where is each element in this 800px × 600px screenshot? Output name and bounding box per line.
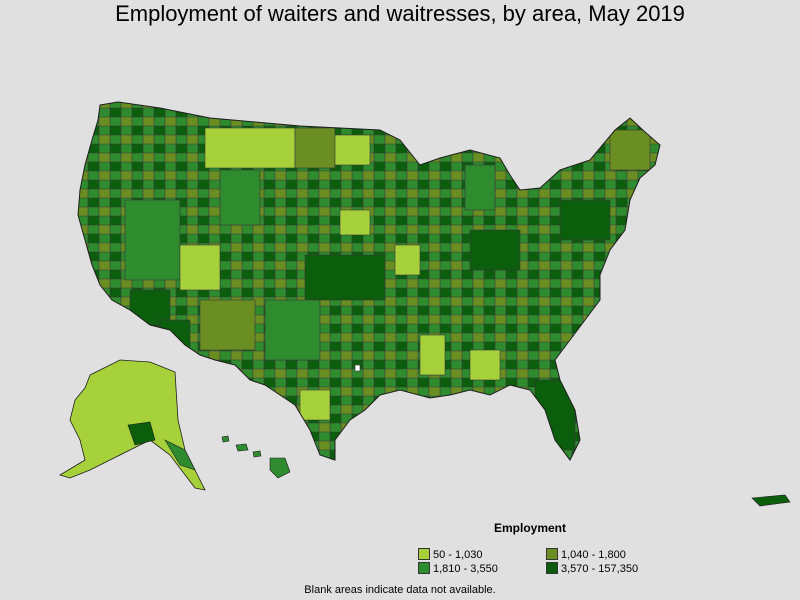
legend-title: Employment: [494, 521, 567, 535]
legend-item-2: 1,040 - 1,800: [546, 548, 626, 561]
legend-label: 1,810 - 3,550: [433, 563, 498, 575]
footnote: Blank areas indicate data not available.: [304, 584, 496, 596]
legend-item-1: 50 - 1,030: [418, 548, 483, 561]
puerto-rico-region: [751, 494, 791, 507]
legend-swatch: [418, 548, 430, 560]
legend-label: 3,570 - 157,350: [561, 563, 639, 575]
legend-label: 50 - 1,030: [433, 549, 483, 561]
alaska-region: [59, 359, 206, 491]
map-legend: Employment 50 - 1,030 1,040 - 1,800 1,81…: [412, 520, 672, 582]
map-title: Employment of waiters and waitresses, by…: [115, 1, 685, 26]
legend-swatch: [546, 548, 558, 560]
legend-label: 1,040 - 1,800: [561, 549, 626, 561]
legend-item-3: 1,810 - 3,550: [418, 562, 498, 575]
legend-swatch: [546, 562, 558, 574]
legend-swatch: [418, 562, 430, 574]
hawaii-region: [221, 435, 291, 479]
legend-item-4: 3,570 - 157,350: [546, 562, 638, 575]
